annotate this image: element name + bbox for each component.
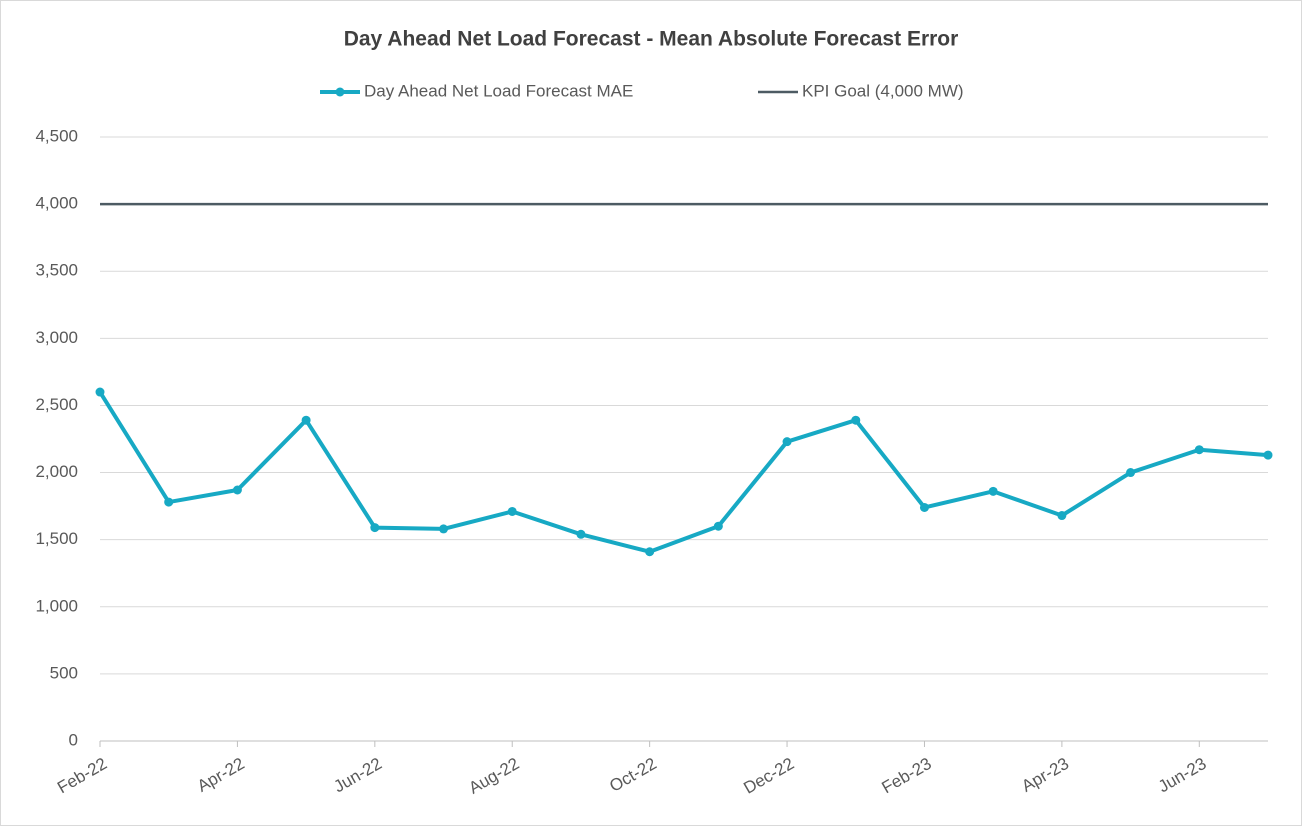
y-tick-label: 3,500 bbox=[35, 261, 78, 280]
data-point bbox=[507, 506, 517, 516]
y-tick-label: 2,500 bbox=[35, 395, 78, 414]
y-tick-label: 1,000 bbox=[35, 596, 78, 615]
data-point bbox=[576, 529, 586, 539]
data-point bbox=[851, 415, 861, 425]
data-point bbox=[164, 497, 174, 507]
y-tick-label: 1,500 bbox=[35, 529, 78, 548]
legend-label: Day Ahead Net Load Forecast MAE bbox=[364, 81, 633, 100]
data-point bbox=[370, 523, 380, 533]
data-point bbox=[1126, 468, 1136, 478]
y-tick-label: 4,500 bbox=[35, 126, 78, 145]
data-point bbox=[1194, 445, 1204, 455]
y-tick-label: 2,000 bbox=[35, 462, 78, 481]
data-point bbox=[95, 387, 105, 397]
chart-title: Day Ahead Net Load Forecast - Mean Absol… bbox=[344, 28, 959, 51]
data-point bbox=[919, 502, 929, 512]
data-point bbox=[988, 486, 998, 496]
legend-label: KPI Goal (4,000 MW) bbox=[802, 81, 964, 100]
data-point bbox=[232, 485, 242, 495]
y-tick-label: 3,000 bbox=[35, 328, 78, 347]
data-point bbox=[439, 524, 449, 534]
y-tick-label: 4,000 bbox=[35, 194, 78, 213]
data-point bbox=[1263, 450, 1273, 460]
data-point bbox=[645, 547, 655, 557]
data-point bbox=[1057, 511, 1067, 521]
series-line bbox=[98, 390, 1269, 554]
y-tick-label: 0 bbox=[69, 730, 78, 749]
y-tick-label: 500 bbox=[50, 663, 78, 682]
data-point bbox=[713, 521, 723, 531]
data-point bbox=[782, 437, 792, 447]
legend-marker bbox=[335, 87, 345, 97]
data-point bbox=[301, 415, 311, 425]
